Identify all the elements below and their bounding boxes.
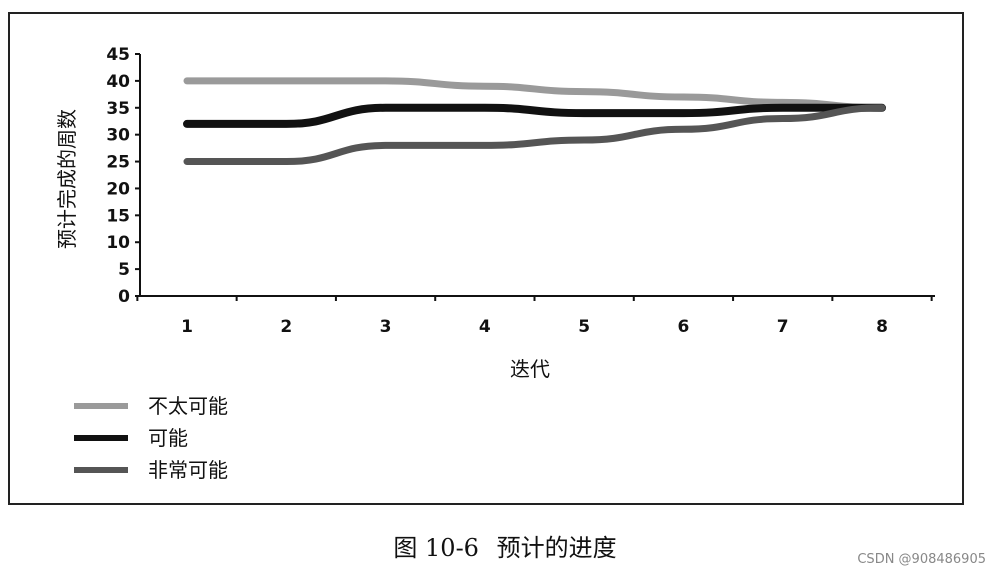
- y-tick-label: 40: [106, 72, 130, 92]
- x-tick-label: 7: [777, 317, 789, 337]
- y-tick-label: 0: [118, 287, 130, 307]
- y-axis-label: 预计完成的周数: [55, 109, 79, 249]
- y-tick-label: 10: [106, 233, 130, 253]
- y-axis-ticks: 0 5 10 15 20 25 30 35 40 45: [106, 45, 140, 307]
- x-tick-label: 8: [876, 317, 888, 337]
- y-tick-label: 5: [118, 260, 130, 280]
- figure-caption: 图 10-6 预计的进度: [0, 528, 1000, 563]
- legend-label: 可能: [148, 426, 188, 450]
- y-tick-label: 35: [106, 99, 130, 119]
- axes: [139, 54, 935, 297]
- series-lines: [183, 77, 886, 166]
- figure-number: 图 10-6: [393, 534, 479, 562]
- x-tick-label: 3: [380, 317, 392, 337]
- y-tick-label: 45: [106, 45, 130, 65]
- x-tick-label: 6: [678, 317, 690, 337]
- series-line-2: [183, 103, 886, 128]
- watermark: CSDN @908486905: [857, 552, 986, 567]
- legend-label: 不太可能: [148, 394, 228, 418]
- y-tick-label: 30: [106, 126, 130, 146]
- x-axis-ticks: 1 2 3 4 5 6 7 8: [136, 296, 933, 337]
- x-axis-label: 迭代: [510, 357, 550, 381]
- series-line-1: [183, 77, 886, 112]
- series-line-3: [183, 104, 886, 166]
- y-tick-label: 25: [106, 153, 130, 173]
- legend-label: 非常可能: [148, 458, 228, 482]
- y-tick-label: 20: [106, 179, 130, 199]
- y-tick-label: 15: [106, 206, 130, 226]
- figure-title: 预计的进度: [496, 534, 617, 562]
- x-tick-label: 2: [280, 317, 292, 337]
- x-tick-label: 4: [479, 317, 491, 337]
- x-tick-label: 5: [578, 317, 590, 337]
- x-tick-label: 1: [181, 317, 193, 337]
